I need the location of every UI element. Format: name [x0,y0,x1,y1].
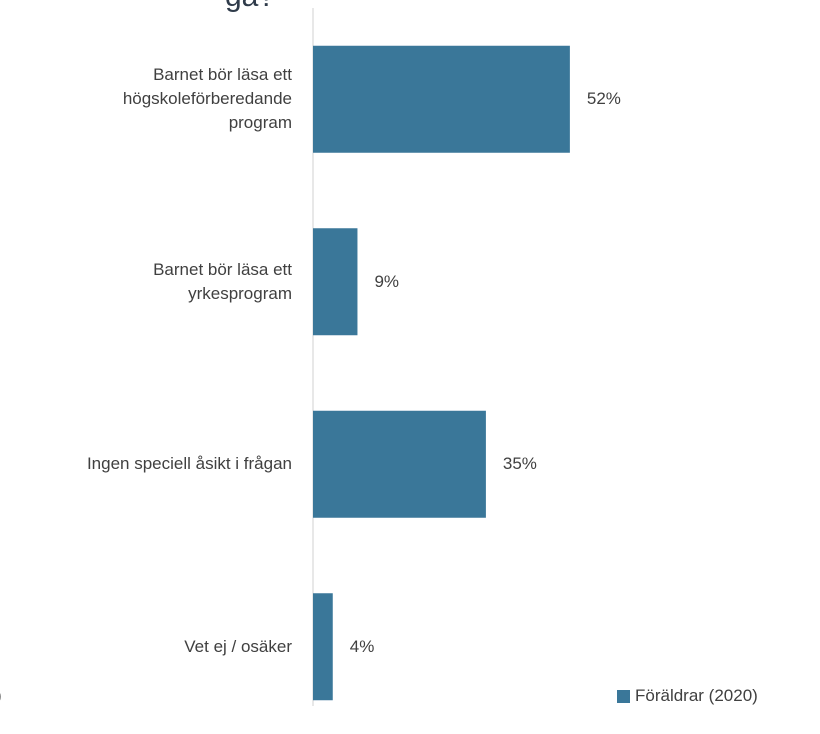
data-label: 9% [374,271,400,291]
legend: Föräldrar (2020) [617,686,758,706]
bar [313,45,570,153]
chart-title: gå? [225,0,275,14]
bar [313,593,333,701]
legend-swatch [617,689,630,703]
data-label: 4% [349,636,375,656]
legend-label: Föräldrar (2020) [635,686,758,705]
y-tick-label: Ingen speciell åsikt i frågan [86,454,292,474]
data-label: 52% [586,89,621,109]
annotation: ) [0,686,2,706]
y-tick-label: Barnet bör läsa ett högskoleförberedande… [122,65,292,133]
data-label: 35% [502,454,537,474]
bar [313,410,486,518]
bar [313,228,358,336]
y-tick-label: Barnet bör läsa ett yrkesprogram [153,259,292,303]
y-tick-label: Vet ej / osäker [184,636,292,656]
